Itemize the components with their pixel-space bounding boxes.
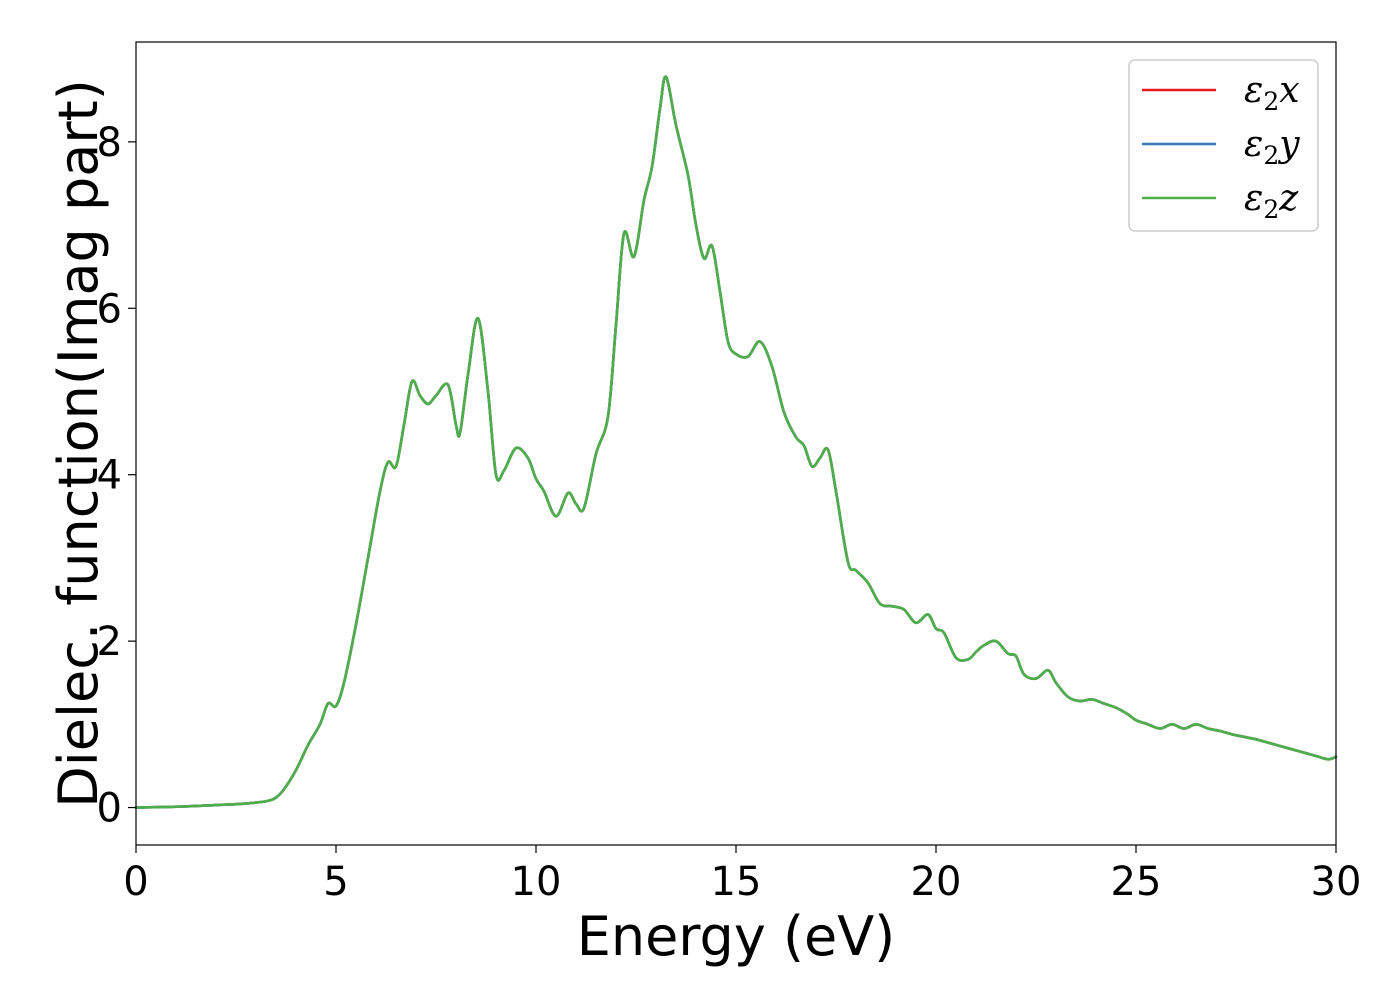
y-tick-label: 8 — [97, 120, 122, 166]
y-tick-label: 6 — [97, 286, 122, 332]
x-tick-label: 15 — [711, 859, 762, 905]
y-axis-label: Dielec. function(Imag part) — [47, 79, 110, 808]
y-tick-label: 4 — [97, 453, 122, 499]
legend: ε2x ε2y ε2z — [1128, 59, 1319, 232]
legend-label-x: ε2x — [1244, 70, 1300, 116]
x-tick-label: 30 — [1311, 859, 1362, 905]
y-tick-label: 2 — [97, 619, 122, 665]
x-axis-label: Energy (eV) — [577, 905, 896, 968]
legend-label-y: ε2y — [1244, 124, 1300, 170]
legend-label-z: ε2z — [1244, 178, 1299, 224]
y-axis: 0 2 4 6 8 — [97, 120, 136, 832]
series-line-z — [134, 75, 1338, 809]
series-layer — [134, 75, 1338, 809]
x-tick-label: 25 — [1111, 859, 1162, 905]
x-tick-label: 10 — [511, 859, 562, 905]
x-tick-label: 20 — [911, 859, 962, 905]
y-tick-label: 0 — [97, 786, 122, 832]
x-axis: 0 5 10 15 20 25 30 — [123, 845, 1361, 905]
x-tick-label: 0 — [123, 859, 148, 905]
legend-box — [1128, 59, 1319, 232]
x-tick-label: 5 — [323, 859, 348, 905]
